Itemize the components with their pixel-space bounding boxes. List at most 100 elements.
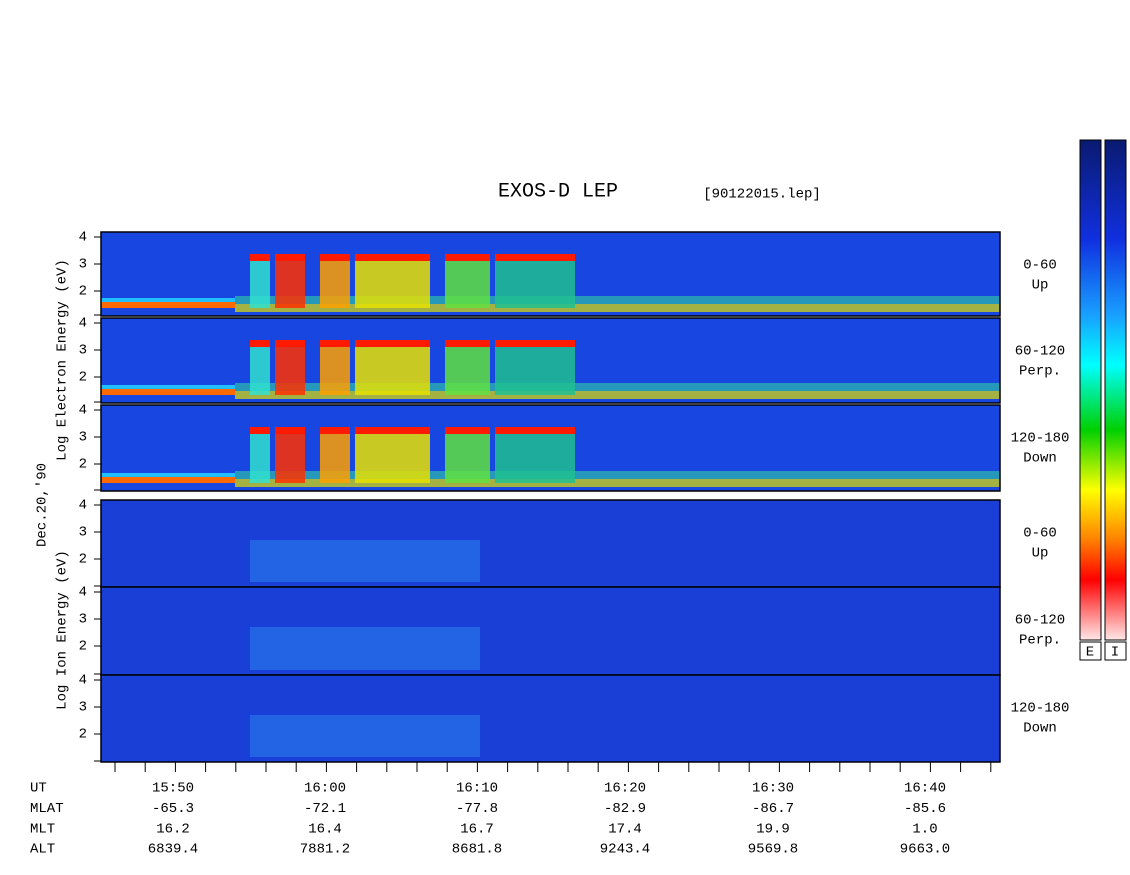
y-tick-label: 3: [79, 343, 87, 359]
y-tick-label: 3: [79, 525, 87, 541]
electron-y-label: Log Electron Energy (eV): [55, 259, 71, 461]
y-tick-label: 2: [79, 457, 87, 473]
panel-sublabel: Down: [1023, 451, 1057, 467]
y-tick-label: 4: [79, 498, 87, 514]
panel-sublabel: Down: [1023, 721, 1057, 737]
colorbar-label: I: [1111, 645, 1119, 661]
spectrogram-band: [101, 477, 235, 483]
spectrogram-feature: [495, 254, 575, 261]
panel-frame: [100, 404, 1001, 492]
y-tick-label: 2: [79, 284, 87, 300]
spectrogram-feature: [275, 254, 305, 308]
row-value: 9243.4: [600, 842, 650, 858]
spectrogram-feature: [355, 427, 430, 434]
y-tick-label: 2: [79, 639, 87, 655]
panel-label: 120-180: [1011, 431, 1070, 447]
colorbar-label-box: [1104, 641, 1127, 661]
spectrogram-feature: [250, 254, 270, 308]
spectrogram-band: [101, 473, 235, 477]
row-value: 1.0: [912, 821, 937, 837]
spectrogram-feature: [355, 254, 430, 308]
y-tick-label: 3: [79, 612, 87, 628]
row-value: -72.1: [304, 801, 346, 817]
row-value: 16:30: [752, 781, 794, 797]
spectrogram-feature: [250, 540, 480, 582]
spectrogram-band: [235, 471, 1000, 479]
colorbar: [1104, 139, 1127, 641]
y-tick-label: 4: [79, 316, 87, 332]
row-value: 7881.2: [300, 842, 350, 858]
row-value: -86.7: [752, 801, 794, 817]
row-value: 16.7: [460, 821, 494, 837]
spectrogram-feature: [445, 340, 490, 347]
spectrogram-band: [101, 389, 235, 395]
colorbar: [1079, 139, 1102, 641]
ion-y-label: Log Ion Energy (eV): [55, 550, 71, 710]
row-value: 16.4: [308, 821, 342, 837]
y-tick-label: 3: [79, 430, 87, 446]
spectrogram-feature: [320, 254, 350, 308]
spectrogram-feature: [275, 254, 305, 261]
spectrogram-feature: [250, 254, 270, 261]
panel-sublabel: Perp.: [1019, 364, 1061, 380]
panel-label: 60-120: [1015, 344, 1065, 360]
spectrogram-feature: [250, 427, 270, 483]
spectrogram-feature: [250, 715, 480, 757]
row-name: MLAT: [30, 801, 64, 817]
row-name: ALT: [30, 842, 55, 858]
colorbar-label: E: [1086, 645, 1094, 661]
spectrogram-feature: [320, 340, 350, 395]
spectrogram-feature: [445, 254, 490, 308]
spectrogram-feature: [275, 427, 305, 434]
panel-frame: [100, 231, 1001, 317]
spectrogram-feature: [495, 340, 575, 347]
y-tick-label: 2: [79, 552, 87, 568]
title: EXOS-D LEP: [498, 180, 618, 203]
spectrogram-feature: [320, 427, 350, 483]
spectrogram-feature: [495, 427, 575, 483]
spectrogram-band: [101, 302, 235, 308]
spectrogram-band: [101, 385, 235, 389]
spectrogram-feature: [355, 340, 430, 395]
y-tick-label: 3: [79, 700, 87, 716]
spectrogram-feature: [320, 340, 350, 347]
spectrogram: [101, 500, 1000, 587]
colorbar-label-box: [1079, 641, 1102, 661]
panel-sublabel: Perp.: [1019, 633, 1061, 649]
row-value: 9569.8: [748, 842, 798, 858]
row-value: 16:20: [604, 781, 646, 797]
spectrogram-feature: [275, 340, 305, 395]
spectrogram-feature: [445, 427, 490, 483]
spectrogram-feature: [495, 427, 575, 434]
y-tick-label: 4: [79, 403, 87, 419]
spectrogram-feature: [355, 254, 430, 261]
spectrogram-feature: [275, 340, 305, 347]
row-value: 16:10: [456, 781, 498, 797]
row-value: 16:00: [304, 781, 346, 797]
spectrogram-feature: [250, 340, 270, 347]
row-value: -65.3: [152, 801, 194, 817]
spectrogram-feature: [320, 427, 350, 434]
row-value: 15:50: [152, 781, 194, 797]
spectrogram: [101, 587, 1000, 675]
date-label: Dec.20,'90: [35, 463, 51, 547]
spectrogram-band: [235, 391, 1000, 399]
panel-sublabel: Up: [1032, 546, 1049, 562]
row-value: 16.2: [156, 821, 190, 837]
spectrogram-feature: [250, 340, 270, 395]
row-value: 19.9: [756, 821, 790, 837]
row-value: 6839.4: [148, 842, 198, 858]
spectrogram-band: [235, 296, 1000, 304]
panel-label: 60-120: [1015, 613, 1065, 629]
file-name: [90122015.lep]: [703, 187, 821, 203]
row-value: -77.8: [456, 801, 498, 817]
y-tick-label: 2: [79, 370, 87, 386]
spectrogram: [101, 675, 1000, 762]
y-tick-label: 2: [79, 727, 87, 743]
spectrogram-feature: [250, 627, 480, 670]
row-value: 17.4: [608, 821, 642, 837]
spectrogram-band: [235, 304, 1000, 312]
spectrogram-feature: [250, 427, 270, 434]
row-value: 9663.0: [900, 842, 950, 858]
